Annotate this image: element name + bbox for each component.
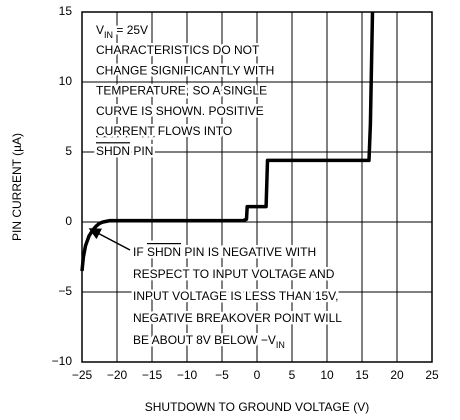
- annotation-line: CURRENT FLOWS INTO: [96, 124, 232, 138]
- annotation-arrow: [88, 228, 131, 251]
- annotation-text: V: [96, 23, 104, 37]
- y-tick-label: 0: [65, 214, 72, 228]
- annotation-line: CHARACTERISTICS DO NOT: [96, 43, 260, 57]
- annotation-line: CURVE IS SHOWN. POSITIVE: [96, 104, 264, 118]
- x-tick-label: 25: [425, 368, 439, 382]
- y-tick-label: 5: [65, 144, 72, 158]
- annotation-text: CHARACTERISTICS DO NOT: [96, 43, 260, 57]
- annotation-line: CHANGE SIGNIFICANTLY WITH: [96, 64, 274, 78]
- y-tick-label: 10: [59, 74, 73, 88]
- annotation-text: = 25V: [113, 23, 148, 37]
- annotation-text: TEMPERATURE, SO A SINGLE: [96, 84, 267, 98]
- annotation-text: IN: [104, 30, 113, 40]
- annotation-text: FLOWS INTO: [154, 124, 232, 138]
- y-tick-label: −5: [58, 284, 72, 298]
- annotation-text: IF: [133, 245, 147, 259]
- annotation-text: BE ABOUT 8V BELOW −V: [133, 333, 276, 347]
- annotation-text: PIN: [130, 144, 153, 158]
- x-tick-label: 0: [254, 368, 261, 382]
- annotation-line: RESPECT TO INPUT VOLTAGE AND: [133, 267, 335, 281]
- x-tick-label: 15: [355, 368, 369, 382]
- x-tick-label: −5: [215, 368, 229, 382]
- annotation-text: INPUT VOLTAGE IS LESS THAN 15V,: [133, 289, 338, 303]
- annotation-line: VIN = 25V: [96, 23, 148, 40]
- x-axis-label: SHUTDOWN TO GROUND VOLTAGE (V): [145, 400, 369, 414]
- annotation-line: BE ABOUT 8V BELOW −VIN: [133, 333, 285, 350]
- annotation-text: IN: [276, 340, 285, 350]
- annotation-line: NEGATIVE BREAKOVER POINT WILL: [133, 311, 342, 325]
- annotation-line: INPUT VOLTAGE IS LESS THAN 15V,: [133, 289, 338, 303]
- data-line: [80, 11, 375, 272]
- annotation-line: TEMPERATURE, SO A SINGLE: [96, 84, 267, 98]
- plot-frame: [81, 11, 433, 363]
- annotation-text: NEGATIVE BREAKOVER POINT WILL: [133, 311, 342, 325]
- annotation-line: IF SHDN PIN IS NEGATIVE WITH: [133, 245, 316, 259]
- annotation-text: SHDN: [96, 144, 130, 158]
- annotation-text: PIN IS NEGATIVE WITH: [181, 245, 316, 259]
- annotation-text: CURVE IS SHOWN. POSITIVE: [96, 104, 264, 118]
- x-tick-label: 20: [390, 368, 404, 382]
- x-tick-label: −15: [142, 368, 163, 382]
- annotation-text: CHANGE SIGNIFICANTLY WITH: [96, 64, 274, 78]
- x-tick-label: 10: [320, 368, 334, 382]
- annotation-text: CURRENT: [96, 124, 155, 138]
- y-tick-label: −10: [52, 354, 73, 368]
- x-tick-label: −10: [177, 368, 198, 382]
- x-tick-label: −20: [107, 368, 128, 382]
- annotation-text: SHDN: [147, 245, 181, 259]
- annotation-text: RESPECT TO INPUT VOLTAGE AND: [133, 267, 335, 281]
- x-tick-label: −25: [72, 368, 93, 382]
- annotation-line: SHDN PIN: [96, 144, 153, 158]
- y-tick-label: 15: [59, 4, 73, 18]
- x-tick-label: 5: [289, 368, 296, 382]
- y-axis-label: PIN CURRENT (µA): [10, 133, 24, 241]
